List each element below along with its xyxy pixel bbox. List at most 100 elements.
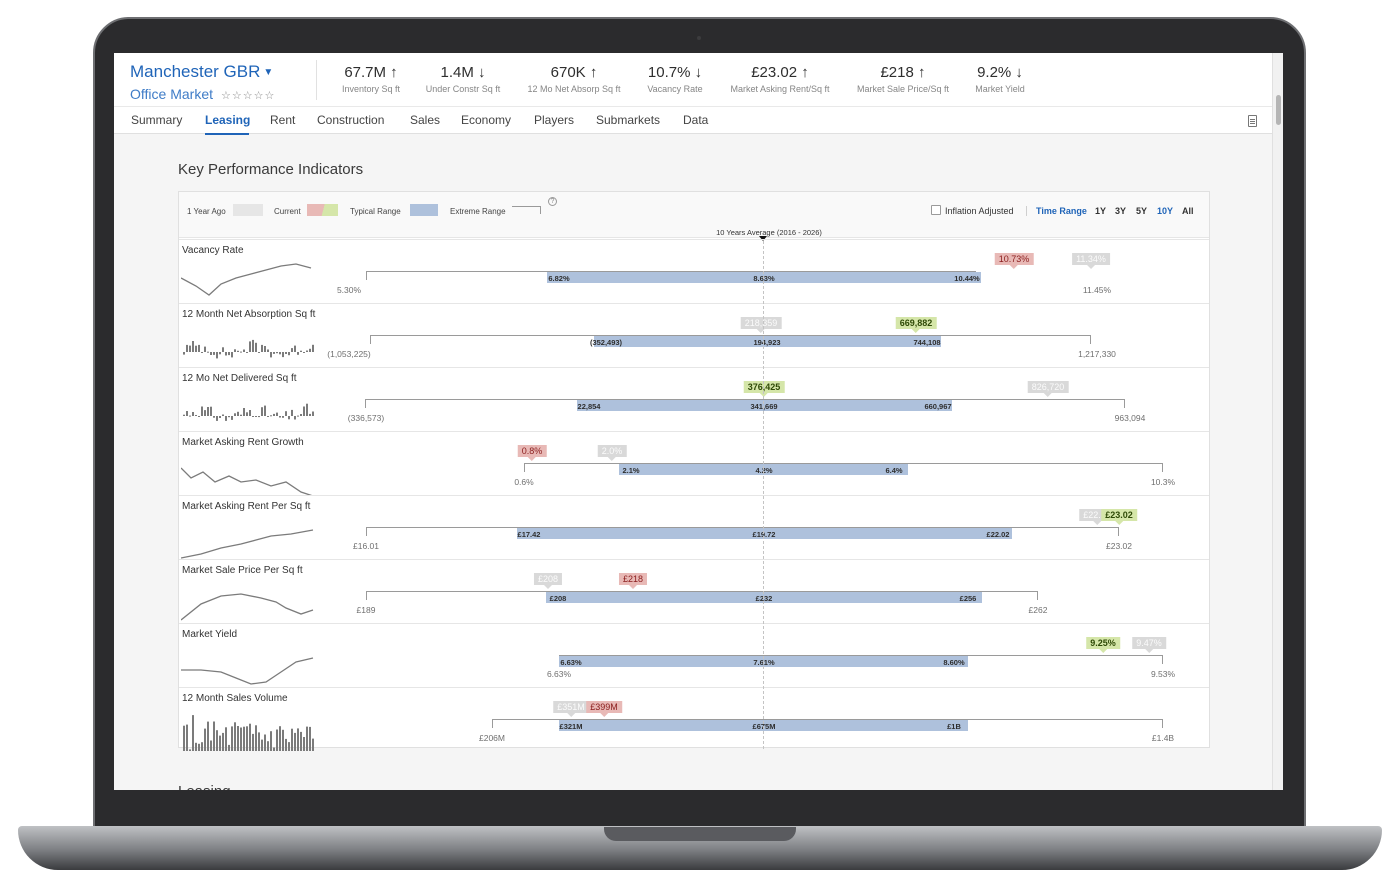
- current-value-flag[interactable]: 376,425: [743, 381, 785, 397]
- tab-rent[interactable]: Rent: [270, 113, 296, 127]
- kpi-row-name: Market Asking Rent Per Sq ft: [182, 501, 311, 512]
- typical-range-bar: [547, 272, 981, 283]
- kpi-legend-bar: 1 Year Ago Current Typical Range Extreme…: [179, 192, 1209, 238]
- kpi-row-name: Market Sale Price Per Sq ft: [182, 565, 303, 576]
- caret-down-icon[interactable]: ▼: [263, 67, 274, 78]
- market-type: Office Market ☆☆☆☆☆: [130, 86, 275, 102]
- extreme-max-label: 9.53%: [1150, 669, 1176, 679]
- average-value-label: 4.2%: [755, 466, 773, 475]
- tab-construction[interactable]: Construction: [317, 113, 385, 127]
- stat-value: 670K ↑: [550, 64, 598, 81]
- typical-high-label: 660,967: [924, 402, 952, 411]
- year-ago-flag[interactable]: 11.34%: [1072, 253, 1110, 269]
- section-tabs: Summary Leasing Rent Construction Sales …: [114, 106, 1272, 135]
- stat-under-construction: 1.4M ↓ Under Constr Sq ft: [421, 64, 505, 94]
- typical-high-label: £256: [959, 594, 977, 603]
- year-ago-flag[interactable]: 2.0%: [597, 445, 627, 461]
- extreme-min-label: £189: [356, 605, 376, 615]
- extreme-max-label: 11.45%: [1082, 285, 1112, 295]
- page-scrollbar[interactable]: [1272, 53, 1283, 790]
- kpi-row: Market Yield 6.63% 7.61% 8.60% 6.63% 9.53% 9.2…: [179, 623, 1209, 687]
- tab-summary[interactable]: Summary: [131, 113, 183, 127]
- stat-value: 1.4M ↓: [440, 64, 486, 81]
- kpi-heading: Key Performance Indicators: [178, 161, 364, 178]
- legend-extreme-swatch: [512, 206, 541, 214]
- legend-typical-swatch: [410, 204, 438, 216]
- next-section-heading: Leasing: [178, 783, 231, 790]
- year-ago-flag[interactable]: £351M: [553, 701, 589, 717]
- current-value-flag[interactable]: 669,882: [895, 317, 937, 333]
- average-line: [763, 241, 764, 749]
- kpi-panel: 1 Year Ago Current Typical Range Extreme…: [178, 191, 1210, 751]
- typical-high-label: 744,108: [913, 338, 941, 347]
- kpi-row: Market Asking Rent Growth 2.1% 4.2% 6.4% 0.6…: [179, 431, 1209, 497]
- typical-range-bar: [517, 528, 1012, 539]
- inflation-checkbox[interactable]: [931, 205, 941, 215]
- tab-submarkets[interactable]: Submarkets: [596, 113, 661, 127]
- range-1y-button[interactable]: 1Y: [1095, 206, 1107, 216]
- extreme-max-label: 963,094: [1114, 413, 1146, 423]
- extreme-max-label: 1,217,330: [1078, 349, 1116, 359]
- stat-net-absorption: 670K ↑ 12 Mo Net Absorp Sq ft: [522, 64, 626, 94]
- stat-inventory: 67.7M ↑ Inventory Sq ft: [333, 64, 409, 94]
- current-value-flag[interactable]: 0.8%: [517, 445, 547, 461]
- average-value-label: £675M: [752, 722, 776, 731]
- tab-leasing[interactable]: Leasing: [205, 113, 251, 127]
- stat-label: Market Yield: [975, 84, 1025, 94]
- kpi-row-name: Market Asking Rent Growth: [182, 437, 304, 448]
- typical-high-label: 8.60%: [943, 658, 965, 667]
- typical-low-label: £321M: [559, 722, 583, 731]
- help-icon[interactable]: ?: [548, 197, 557, 206]
- extreme-min-label: (1,053,225): [327, 349, 371, 359]
- range-all-button[interactable]: All: [1182, 206, 1194, 216]
- tab-sales[interactable]: Sales: [410, 113, 441, 127]
- kpi-row-name: Vacancy Rate: [182, 245, 244, 256]
- year-ago-flag[interactable]: 9.47%: [1132, 637, 1166, 653]
- current-value-flag[interactable]: 9.25%: [1086, 637, 1120, 653]
- extreme-min-label: 6.63%: [546, 669, 572, 679]
- controls-divider: [1026, 206, 1027, 216]
- current-value-flag[interactable]: £23.02: [1101, 509, 1137, 525]
- average-value-label: 8.63%: [753, 274, 775, 283]
- scrollbar-thumb[interactable]: [1276, 95, 1281, 125]
- extreme-range-bar: [366, 527, 1119, 536]
- market-selector[interactable]: Manchester GBR ▼: [130, 62, 273, 82]
- typical-low-label: £208: [549, 594, 567, 603]
- stat-label: Market Asking Rent/Sq ft: [730, 84, 830, 94]
- rating-stars-icon[interactable]: ☆☆☆☆☆: [221, 90, 276, 102]
- market-name[interactable]: Manchester GBR: [130, 62, 261, 81]
- sparkline-chart: [180, 580, 316, 629]
- stat-value: 10.7% ↓: [647, 64, 703, 81]
- tab-players[interactable]: Players: [534, 113, 575, 127]
- current-value-flag[interactable]: 10.73%: [994, 253, 1034, 269]
- tab-data[interactable]: Data: [683, 113, 709, 127]
- year-ago-flag[interactable]: 218,359: [740, 317, 782, 333]
- average-value-label: 7.61%: [753, 658, 775, 667]
- year-ago-flag[interactable]: £208: [533, 573, 563, 589]
- current-value-flag[interactable]: £218: [618, 573, 648, 589]
- stat-label: Inventory Sq ft: [341, 84, 401, 94]
- typical-range-bar: [594, 336, 941, 347]
- legend-typical: Typical Range: [350, 207, 401, 216]
- sparkline-chart: [180, 260, 316, 309]
- stat-label: Under Constr Sq ft: [425, 84, 501, 94]
- kpi-row: 12 Month Net Absorption Sq ft (352,493) 19…: [179, 303, 1209, 367]
- range-3y-button[interactable]: 3Y: [1115, 206, 1127, 216]
- legend-year-ago-swatch: [233, 204, 263, 216]
- sparkline-chart: [180, 516, 316, 565]
- document-icon[interactable]: [1248, 115, 1257, 127]
- legend-extreme: Extreme Range: [450, 207, 506, 216]
- average-marker-icon: [759, 236, 767, 241]
- extreme-min-label: £16.01: [353, 541, 379, 551]
- range-10y-button[interactable]: 10Y: [1157, 206, 1174, 216]
- tab-economy[interactable]: Economy: [461, 113, 512, 127]
- extreme-max-label: £23.02: [1106, 541, 1132, 551]
- typical-low-label: 22,854: [577, 402, 601, 411]
- typical-high-label: 6.4%: [885, 466, 903, 475]
- range-5y-button[interactable]: 5Y: [1136, 206, 1148, 216]
- typical-low-label: 2.1%: [622, 466, 640, 475]
- kpi-row: 12 Month Sales Volume £321M £675M £1B £206M £…: [179, 687, 1209, 751]
- year-ago-flag[interactable]: 826,720: [1027, 381, 1069, 397]
- inflation-label[interactable]: Inflation Adjusted: [945, 206, 1014, 216]
- current-value-flag[interactable]: £399M: [586, 701, 622, 717]
